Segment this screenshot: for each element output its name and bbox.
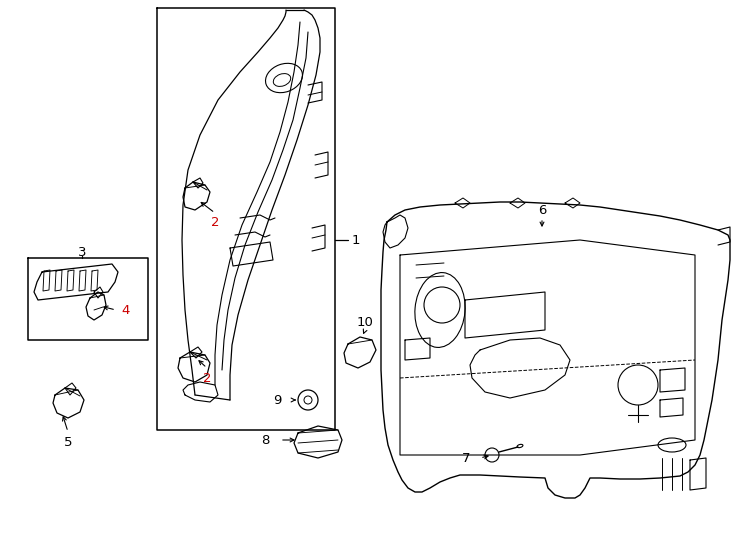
Text: 8: 8 [261, 434, 270, 447]
Text: 10: 10 [357, 315, 374, 328]
Text: 4: 4 [122, 303, 130, 316]
Text: 5: 5 [64, 435, 72, 449]
Text: 2: 2 [211, 215, 219, 228]
Text: 6: 6 [538, 204, 546, 217]
Text: 7: 7 [462, 451, 470, 464]
Text: 3: 3 [78, 246, 87, 259]
Text: 9: 9 [274, 394, 282, 407]
Text: 1: 1 [352, 233, 360, 246]
Text: 2: 2 [203, 372, 211, 384]
